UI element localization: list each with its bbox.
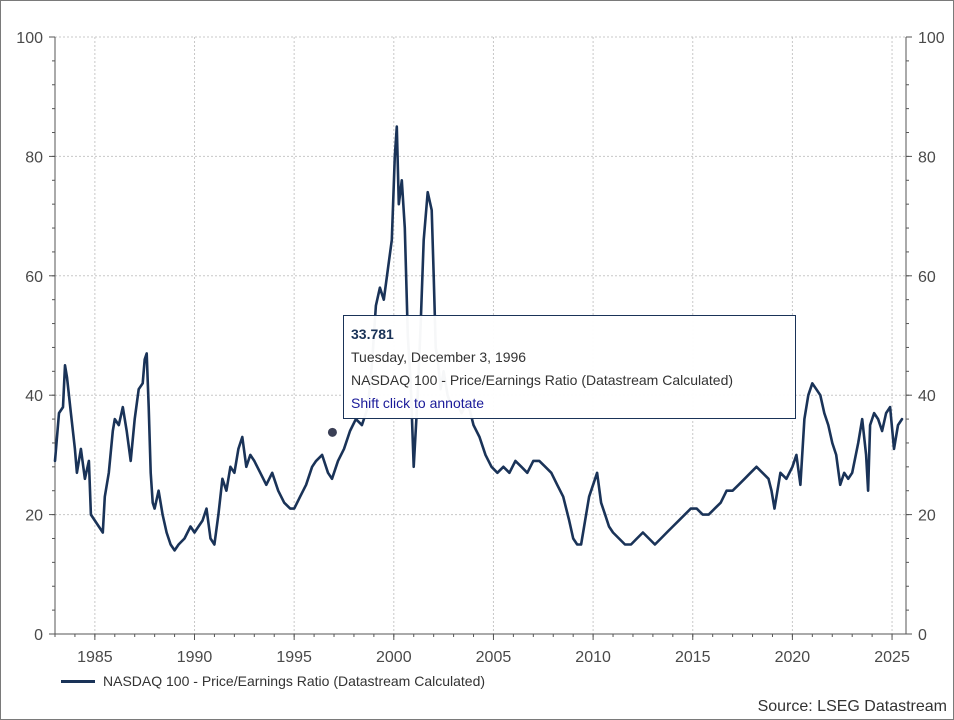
x-tick-label: 2010 [575,649,611,666]
y-tick-label-right: 40 [918,388,936,405]
y-tick-label-left: 0 [34,627,43,644]
x-tick-label: 2025 [874,649,910,666]
tooltip-action-hint: Shift click to annotate [351,395,485,411]
y-tick-label-right: 100 [918,30,945,47]
x-tick-label: 2015 [675,649,711,666]
y-tick-label-right: 0 [918,627,927,644]
y-tick-label-left: 20 [25,508,43,525]
x-tick-label: 1995 [276,649,312,666]
tooltip-series-name: NASDAQ 100 - Price/Earnings Ratio (Datas… [351,372,734,388]
y-tick-label-left: 60 [25,269,43,286]
y-tick-label-right: 60 [918,269,936,286]
y-tick-label-left: 100 [16,30,43,47]
y-tick-label-right: 20 [918,508,936,525]
tooltip-value: 33.781 [351,326,394,342]
series-layer[interactable] [53,125,904,552]
legend-swatch [61,679,95,683]
legend[interactable]: NASDAQ 100 - Price/Earnings Ratio (Datas… [61,673,485,689]
tooltip: 33.781 Tuesday, December 3, 1996 NASDAQ … [343,315,796,419]
source-label: Source: LSEG Datastream [757,698,947,715]
hover-marker [326,426,338,438]
x-tick-label: 2000 [376,649,412,666]
x-tick-label: 2020 [775,649,811,666]
x-tick-label: 1990 [177,649,213,666]
legend-label: NASDAQ 100 - Price/Earnings Ratio (Datas… [103,673,486,689]
hover-marker-layer [326,426,338,438]
y-tick-label-left: 40 [25,388,43,405]
tooltip-date: Tuesday, December 3, 1996 [351,349,527,365]
x-tick-label: 2005 [476,649,512,666]
x-tick-label: 1985 [77,649,113,666]
y-tick-label-left: 80 [25,149,43,166]
y-tick-label-right: 80 [918,149,936,166]
grid-lines [55,36,906,635]
axes [49,36,912,640]
series-line[interactable] [53,125,904,552]
